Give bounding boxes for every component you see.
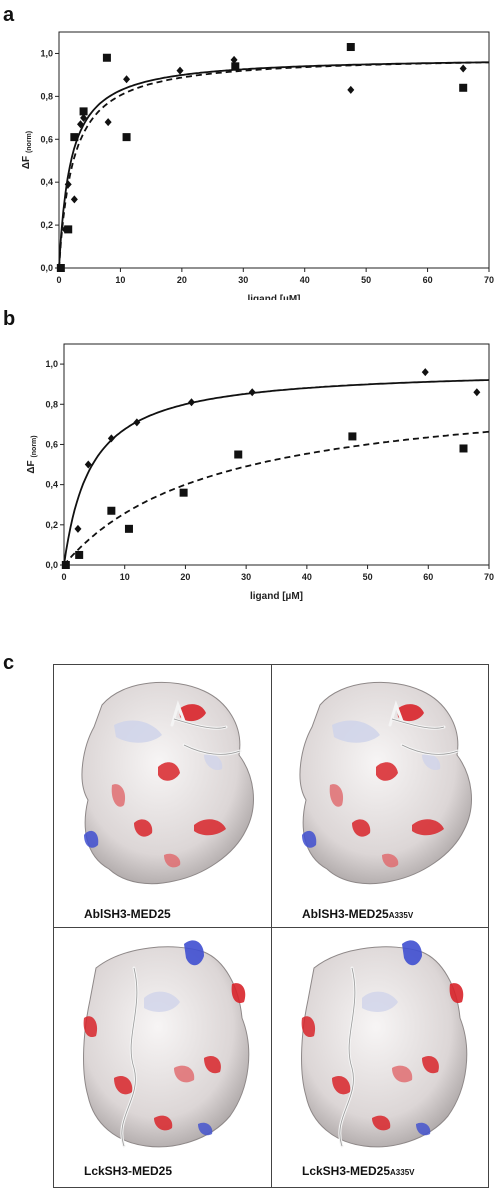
data-point-diamond (77, 120, 84, 129)
data-point-diamond (107, 434, 115, 443)
x-tick-label: 10 (120, 572, 130, 582)
fit-curve-dashed (63, 430, 490, 566)
data-point-square (107, 506, 116, 515)
y-tick-label: 0,4 (45, 480, 58, 490)
data-point-diamond (176, 66, 184, 75)
grid-divider-horizontal (54, 927, 488, 928)
y-tick-label: 0,2 (45, 520, 58, 530)
x-axis-label: ligand [µM] (250, 591, 303, 602)
data-point-diamond (459, 64, 467, 73)
x-tick-label: 20 (180, 572, 190, 582)
chart-a: 0 10 20 30 40 50 60 70 0,0 0,2 0,4 0,6 0,8 1,0 ligand … (21, 31, 494, 300)
data-point-square (459, 83, 468, 92)
data-point-diamond (347, 85, 355, 94)
panel-label-b: b (3, 308, 16, 330)
structure-cell-abl-wt: AblSH3-MED25 (54, 665, 272, 927)
structure-cell-lck-wt: LckSH3-MED25 (54, 928, 272, 1190)
fit-curve-dashed (58, 61, 489, 269)
y-tick-label: 0,8 (40, 91, 53, 101)
x-tick-label: 20 (177, 275, 187, 285)
y-axis-label: ΔF (norm) (26, 435, 38, 473)
data-point-square (231, 62, 240, 71)
data-point-square (459, 444, 468, 453)
data-point-square (124, 524, 133, 533)
panel-label-a: a (3, 4, 15, 26)
data-point-diamond (84, 460, 92, 469)
grid-divider-vertical (271, 665, 272, 1187)
x-tick-label: 50 (363, 572, 373, 582)
y-tick-label: 0,0 (45, 560, 58, 570)
x-tick-label: 0 (56, 275, 61, 285)
fit-curve-solid (63, 379, 490, 566)
data-point-square (234, 450, 243, 459)
x-tick-label: 60 (423, 572, 433, 582)
y-tick-label: 0,6 (45, 439, 58, 449)
y-tick-label: 0,8 (45, 399, 58, 409)
structure-cell-abl-a335v: AblSH3-MED25A335V (272, 665, 490, 927)
x-tick-label: 50 (361, 275, 371, 285)
structure-grid: AblSH3-MED25 AblSH3-MED25A335V LckSH3-ME… (53, 664, 489, 1188)
x-tick-label: 60 (423, 275, 433, 285)
surface-model-image (298, 680, 473, 886)
data-point-diamond (104, 118, 112, 127)
surface-model-image (300, 938, 469, 1149)
data-point-diamond (248, 388, 256, 397)
data-point-square (348, 432, 357, 441)
data-point-diamond (123, 75, 131, 84)
data-point-square (79, 107, 88, 116)
data-point-square (346, 43, 355, 52)
data-point-diamond (421, 368, 429, 377)
data-point-square (122, 133, 131, 142)
y-tick-label: 1,0 (40, 48, 53, 58)
data-point-diamond (188, 398, 195, 407)
data-point-diamond (70, 195, 78, 204)
x-tick-label: 30 (238, 275, 248, 285)
data-point-square (61, 561, 70, 569)
data-point-square (64, 225, 73, 234)
data-point-square (102, 53, 111, 62)
x-tick-label: 10 (115, 275, 125, 285)
y-tick-label: 0,2 (40, 220, 53, 230)
x-axis-label: ligand [µM] (248, 294, 301, 300)
x-tick-label: 40 (300, 275, 310, 285)
data-point-square (56, 264, 65, 272)
y-tick-label: 1,0 (45, 359, 58, 369)
surface-model-image (80, 680, 255, 886)
data-point-diamond (74, 524, 82, 533)
x-tick-label: 40 (302, 572, 312, 582)
y-axis-label-subscript: (norm) (31, 435, 38, 457)
data-point-square (75, 550, 84, 559)
data-point-diamond (80, 113, 88, 122)
panel-label-c: c (3, 652, 15, 674)
structure-caption: LckSH3-MED25 (84, 1164, 173, 1178)
data-point-diamond (133, 418, 141, 427)
x-tick-label: 70 (484, 572, 494, 582)
structure-caption: LckSH3-MED25A335V (302, 1164, 415, 1178)
data-point-square (179, 488, 188, 497)
structure-cell-lck-a335v: LckSH3-MED25A335V (272, 928, 490, 1190)
structure-caption: AblSH3-MED25 (84, 907, 171, 921)
data-point-square (70, 133, 79, 142)
x-tick-label: 30 (241, 572, 251, 582)
y-tick-label: 0,4 (40, 177, 53, 187)
plot-frame (58, 31, 490, 269)
data-point-diamond (230, 55, 238, 64)
surface-model-image (82, 938, 251, 1149)
structure-caption: AblSH3-MED25A335V (302, 907, 414, 921)
y-axis-label: ΔF (norm) (21, 131, 33, 169)
x-tick-label: 0 (61, 572, 66, 582)
chart-b: 0 10 20 30 40 50 60 70 0,0 0,2 0,4 0,6 0,8 1,0 ligand … (26, 343, 494, 602)
x-tick-label: 70 (484, 275, 494, 285)
y-tick-label: 0,0 (40, 263, 53, 273)
plot-frame (63, 343, 490, 566)
y-axis-label-subscript: (norm) (26, 131, 33, 153)
data-point-diamond (473, 388, 481, 397)
y-tick-label: 0,6 (40, 134, 53, 144)
